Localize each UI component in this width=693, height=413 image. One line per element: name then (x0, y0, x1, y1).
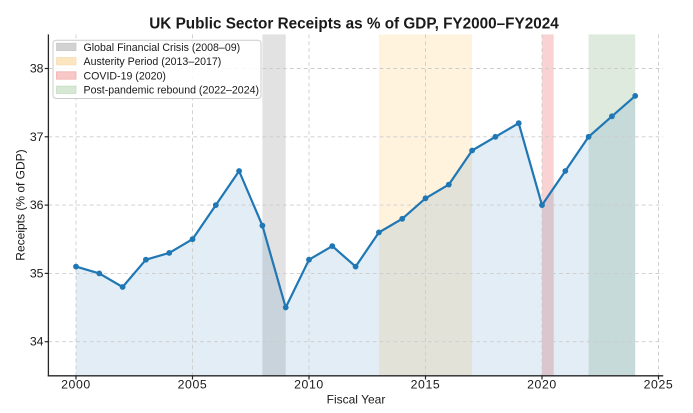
svg-text:Austerity Period (2013–2017): Austerity Period (2013–2017) (84, 56, 222, 68)
svg-text:2015: 2015 (411, 378, 441, 392)
svg-text:2000: 2000 (61, 378, 91, 392)
svg-text:2020: 2020 (527, 378, 557, 392)
svg-text:Receipts (% of GDP): Receipts (% of GDP) (14, 149, 28, 260)
svg-text:Post-pandemic rebound (2022–20: Post-pandemic rebound (2022–2024) (84, 85, 260, 97)
svg-text:37: 37 (30, 130, 44, 144)
svg-text:2010: 2010 (294, 378, 324, 392)
svg-text:Fiscal Year: Fiscal Year (327, 393, 386, 407)
svg-text:COVID-19 (2020): COVID-19 (2020) (84, 70, 166, 82)
svg-text:UK Public Sector Receipts as %: UK Public Sector Receipts as % of GDP, F… (149, 15, 559, 32)
svg-text:2005: 2005 (178, 378, 208, 392)
svg-text:Global Financial Crisis (2008–: Global Financial Crisis (2008–09) (84, 42, 241, 54)
svg-text:35: 35 (30, 266, 44, 280)
svg-text:34: 34 (30, 335, 44, 349)
svg-text:38: 38 (30, 62, 44, 76)
svg-text:2025: 2025 (644, 378, 674, 392)
svg-text:36: 36 (30, 198, 44, 212)
